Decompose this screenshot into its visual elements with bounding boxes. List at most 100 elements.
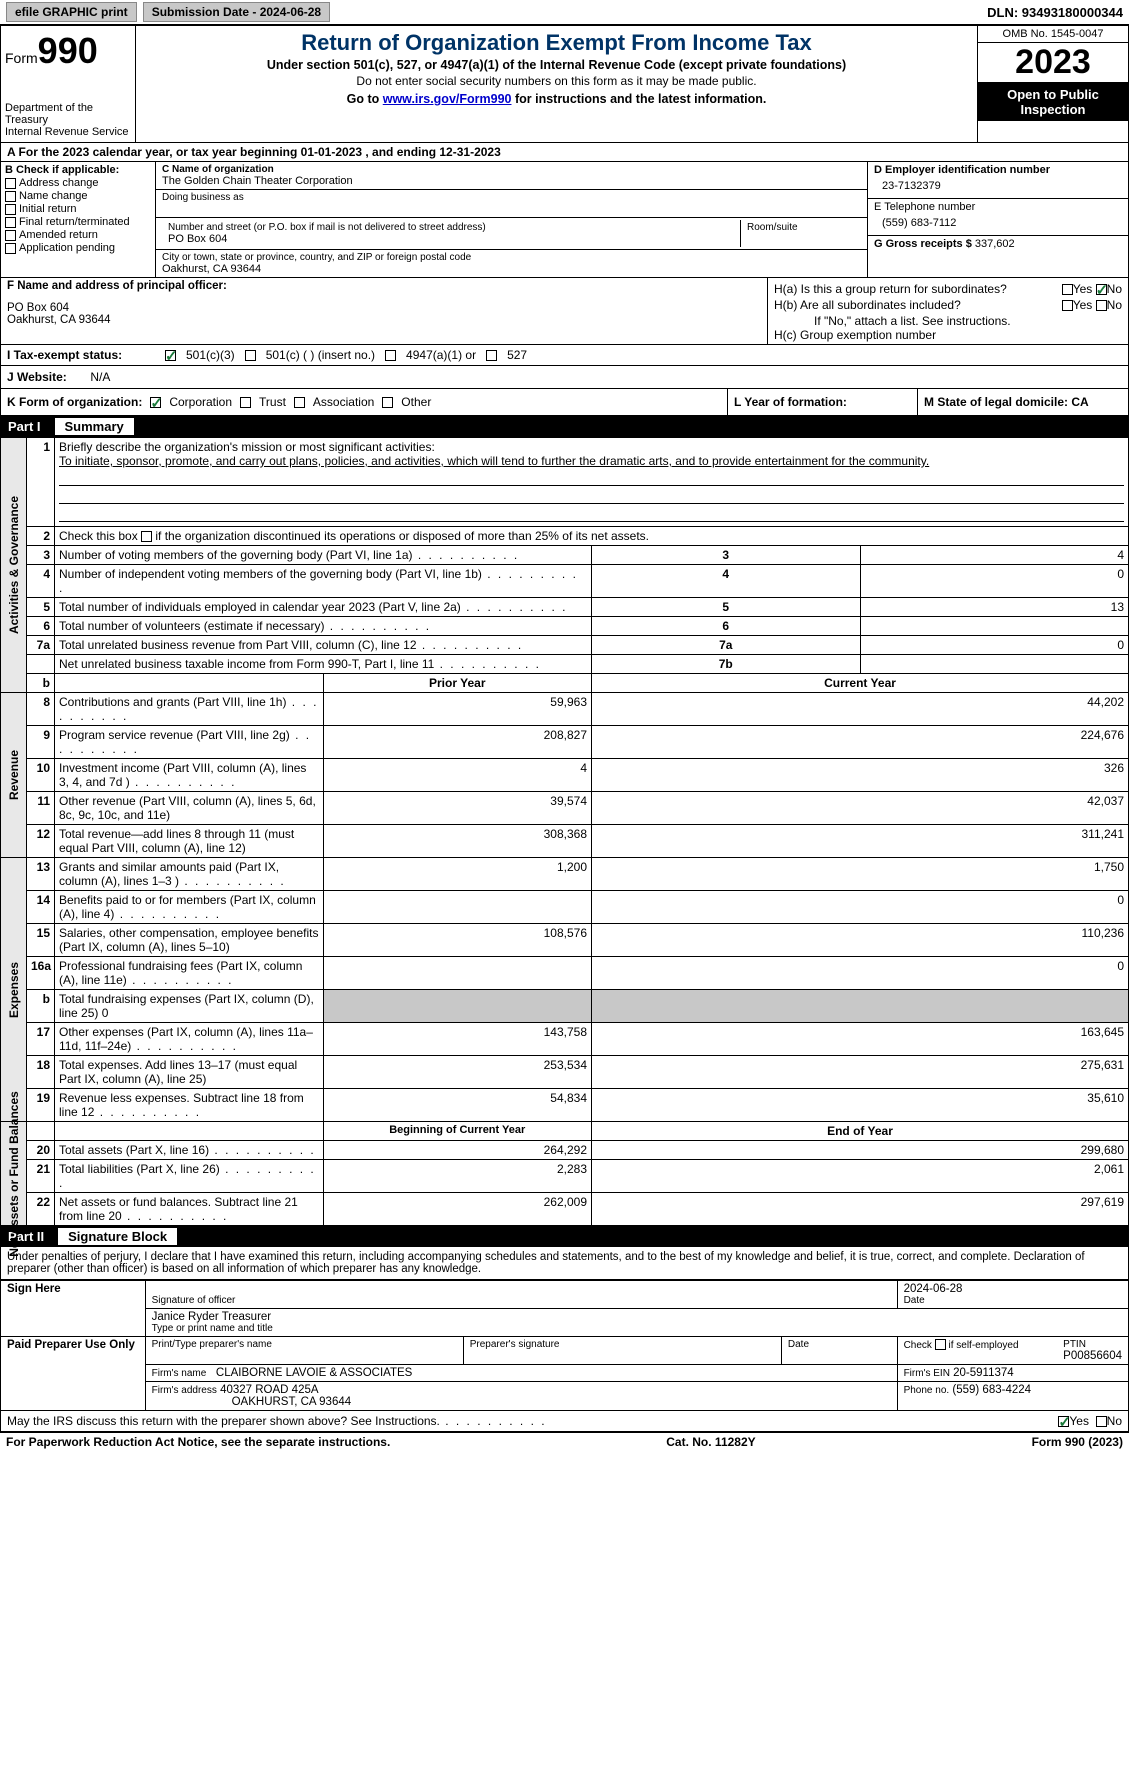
box-f: F Name and address of principal officer:…: [1, 278, 768, 344]
firm-name-label: Firm's name: [152, 1368, 207, 1379]
officer-addr1: PO Box 604: [7, 302, 761, 314]
sig-officer-label: Signature of officer: [152, 1295, 891, 1306]
line18: Total expenses. Add lines 13–17 (must eq…: [55, 1056, 324, 1089]
chk-self-employed[interactable]: [935, 1339, 946, 1350]
ha-yes[interactable]: [1062, 284, 1073, 295]
prior-year-hdr: Prior Year: [323, 674, 592, 693]
line7b: Net unrelated business taxable income fr…: [55, 655, 592, 674]
room-label: Room/suite: [747, 222, 855, 233]
chk-527[interactable]: [486, 350, 497, 361]
line19: Revenue less expenses. Subtract line 18 …: [55, 1089, 324, 1122]
line6: Total number of volunteers (estimate if …: [55, 617, 592, 636]
ha-no[interactable]: [1096, 284, 1107, 295]
line11: Other revenue (Part VIII, column (A), li…: [55, 792, 324, 825]
addr-label: Number and street (or P.O. box if mail i…: [168, 222, 734, 233]
val7b: [860, 655, 1129, 674]
website-label: J Website:: [7, 370, 87, 384]
vlabel-net: Net Assets or Fund Balances: [7, 1091, 21, 1257]
chk-amended[interactable]: [5, 230, 16, 241]
summary-table: Activities & Governance 1 Briefly descri…: [0, 437, 1129, 1226]
chk-assoc[interactable]: [294, 397, 305, 408]
form-subtitle: Under section 501(c), 527, or 4947(a)(1)…: [142, 58, 971, 72]
org-city: Oakhurst, CA 93644: [162, 263, 861, 275]
discuss-yes[interactable]: [1058, 1416, 1069, 1427]
vlabel-revenue: Revenue: [7, 750, 21, 800]
city-label: City or town, state or province, country…: [162, 252, 861, 263]
chk-discontinued[interactable]: [141, 531, 152, 542]
form-header: Form990 Department of the Treasury Inter…: [0, 25, 1129, 143]
submission-date-button[interactable]: Submission Date - 2024-06-28: [143, 2, 330, 22]
dba-label: Doing business as: [162, 192, 861, 203]
firm-name: CLAIBORNE LAVOIE & ASSOCIATES: [216, 1367, 412, 1379]
dln-label: DLN: 93493180000344: [987, 5, 1123, 20]
val5: 13: [860, 598, 1129, 617]
line2: Check this box if the organization disco…: [55, 527, 1129, 546]
discuss-text: May the IRS discuss this return with the…: [7, 1414, 1058, 1428]
row-klm: K Form of organization: Corporation Trus…: [0, 389, 1129, 416]
part2-header: Part II Signature Block: [0, 1226, 1129, 1247]
irs-link[interactable]: www.irs.gov/Form990: [383, 92, 512, 106]
efile-print-button[interactable]: efile GRAPHIC print: [6, 2, 137, 22]
chk-501c[interactable]: [245, 350, 256, 361]
line3: Number of voting members of the governin…: [55, 546, 592, 565]
box-b: B Check if applicable: Address change Na…: [1, 162, 156, 277]
chk-501c3[interactable]: [165, 350, 176, 361]
discuss-no[interactable]: [1096, 1416, 1107, 1427]
hc-label: H(c) Group exemption number: [774, 328, 1122, 342]
ptin-label: PTIN: [1063, 1339, 1122, 1350]
firm-phone-label: Phone no.: [904, 1385, 950, 1396]
line9: Program service revenue (Part VIII, line…: [55, 726, 324, 759]
chk-initial-return[interactable]: [5, 204, 16, 215]
chk-name-change[interactable]: [5, 191, 16, 202]
box-c: C Name of organization The Golden Chain …: [156, 162, 868, 277]
line13: Grants and similar amounts paid (Part IX…: [55, 858, 324, 891]
eoy-hdr: End of Year: [592, 1122, 1129, 1141]
irs-label: Internal Revenue Service: [5, 126, 131, 138]
firm-phone: (559) 683-4224: [952, 1384, 1031, 1396]
phone-label: E Telephone number: [874, 201, 1122, 213]
chk-4947[interactable]: [385, 350, 396, 361]
line21: Total liabilities (Part X, line 26): [55, 1160, 324, 1193]
perjury-text: Under penalties of perjury, I declare th…: [0, 1247, 1129, 1280]
row-a-tax-year: A For the 2023 calendar year, or tax yea…: [0, 143, 1129, 162]
form-org-label: K Form of organization:: [7, 395, 142, 409]
omb-label: OMB No. 1545-0047: [978, 26, 1128, 43]
gross-value: 337,602: [975, 238, 1015, 250]
org-address: PO Box 604: [168, 233, 734, 245]
hb-yes[interactable]: [1062, 300, 1073, 311]
form-label: Form: [5, 50, 38, 66]
header-right: OMB No. 1545-0047 2023 Open to Public In…: [978, 26, 1128, 142]
line8: Contributions and grants (Part VIII, lin…: [55, 693, 324, 726]
val3: 4: [860, 546, 1129, 565]
officer-addr2: Oakhurst, CA 93644: [7, 314, 761, 326]
top-bar: efile GRAPHIC print Submission Date - 20…: [0, 0, 1129, 25]
sign-table: Sign Here Signature of officer 2024-06-2…: [0, 1280, 1129, 1411]
line1-label: Briefly describe the organization's miss…: [59, 440, 1124, 454]
part1-header: Part I Summary: [0, 416, 1129, 437]
officer-label: F Name and address of principal officer:: [7, 280, 761, 292]
current-year-hdr: Current Year: [592, 674, 1129, 693]
part1-no: Part I: [8, 419, 41, 434]
line7a: Total unrelated business revenue from Pa…: [55, 636, 592, 655]
line5: Total number of individuals employed in …: [55, 598, 592, 617]
ha-label: H(a) Is this a group return for subordin…: [774, 282, 1062, 296]
officer-name-label: Type or print name and title: [152, 1323, 1122, 1334]
sign-here-label: Sign Here: [1, 1281, 146, 1337]
vlabel-governance: Activities & Governance: [7, 496, 21, 634]
discuss-row: May the IRS discuss this return with the…: [0, 1411, 1129, 1432]
chk-other[interactable]: [382, 397, 393, 408]
chk-final-return[interactable]: [5, 217, 16, 228]
chk-application-pending[interactable]: [5, 243, 16, 254]
chk-corp[interactable]: [150, 397, 161, 408]
section-bcd: B Check if applicable: Address change Na…: [0, 162, 1129, 278]
dept-label: Department of the Treasury: [5, 102, 131, 126]
org-name-label: C Name of organization: [162, 164, 861, 175]
footer-mid: Cat. No. 11282Y: [666, 1435, 755, 1449]
line16a: Professional fundraising fees (Part IX, …: [55, 957, 324, 990]
hb-no[interactable]: [1096, 300, 1107, 311]
form-goto: Go to www.irs.gov/Form990 for instructio…: [142, 92, 971, 106]
chk-trust[interactable]: [240, 397, 251, 408]
form-ssn-note: Do not enter social security numbers on …: [142, 74, 971, 88]
org-name: The Golden Chain Theater Corporation: [162, 175, 861, 187]
chk-address-change[interactable]: [5, 178, 16, 189]
